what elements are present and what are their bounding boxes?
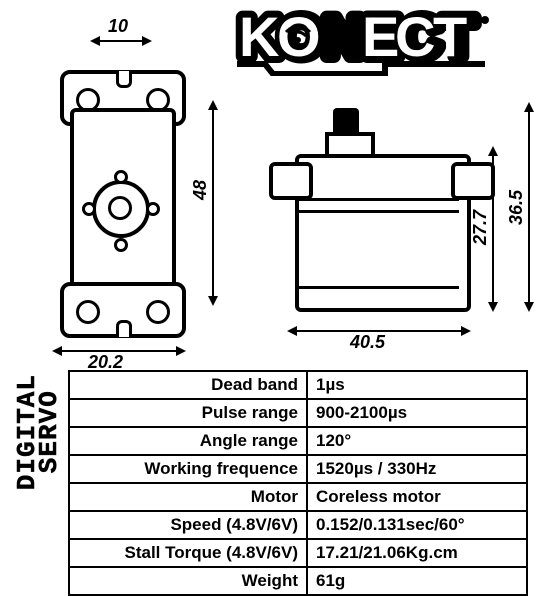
table-row: Working frequence1520µs / 330Hz [69, 455, 527, 483]
spec-label: Angle range [69, 427, 307, 455]
spec-label: Working frequence [69, 455, 307, 483]
dim-front-height: 48 [190, 180, 211, 200]
dim-total-height: 36.5 [506, 190, 527, 225]
table-row: Speed (4.8V/6V)0.152/0.131sec/60° [69, 511, 527, 539]
spec-label: Stall Torque (4.8V/6V) [69, 539, 307, 567]
spec-label: Speed (4.8V/6V) [69, 511, 307, 539]
spec-label: Pulse range [69, 399, 307, 427]
technical-drawing: 10 48 20.2 40.5 [20, 10, 540, 360]
table-row: Angle range120° [69, 427, 527, 455]
table-row: Weight61g [69, 567, 527, 595]
output-shaft-front [92, 180, 150, 238]
spec-value: 17.21/21.06Kg.cm [307, 539, 527, 567]
vertical-title: DIGITAL SERVO [16, 374, 64, 579]
spec-value: 120° [307, 427, 527, 455]
vertical-title-line2: SERVO [34, 391, 64, 474]
spec-value: Coreless motor [307, 483, 527, 511]
spec-label: Dead band [69, 371, 307, 399]
mount-tab-bottom [60, 282, 186, 338]
table-row: Stall Torque (4.8V/6V)17.21/21.06Kg.cm [69, 539, 527, 567]
table-row: MotorCoreless motor [69, 483, 527, 511]
spec-value: 61g [307, 567, 527, 595]
mount-ear-left [269, 162, 313, 200]
spec-value: 1µs [307, 371, 527, 399]
dim-body-height: 27.7 [470, 210, 491, 245]
table-row: Pulse range900-2100µs [69, 399, 527, 427]
spec-value: 900-2100µs [307, 399, 527, 427]
dim-top-width: 10 [108, 16, 128, 37]
spec-label: Weight [69, 567, 307, 595]
spec-label: Motor [69, 483, 307, 511]
mount-ear-right [451, 162, 495, 200]
dim-side-width: 40.5 [350, 332, 385, 353]
spec-value: 0.152/0.131sec/60° [307, 511, 527, 539]
servo-front-view [60, 70, 178, 330]
spec-value: 1520µs / 330Hz [307, 455, 527, 483]
spec-table: Dead band1µs Pulse range900-2100µs Angle… [68, 370, 528, 596]
table-row: Dead band1µs [69, 371, 527, 399]
page-canvas: KONECT K O N E C T [0, 0, 551, 594]
